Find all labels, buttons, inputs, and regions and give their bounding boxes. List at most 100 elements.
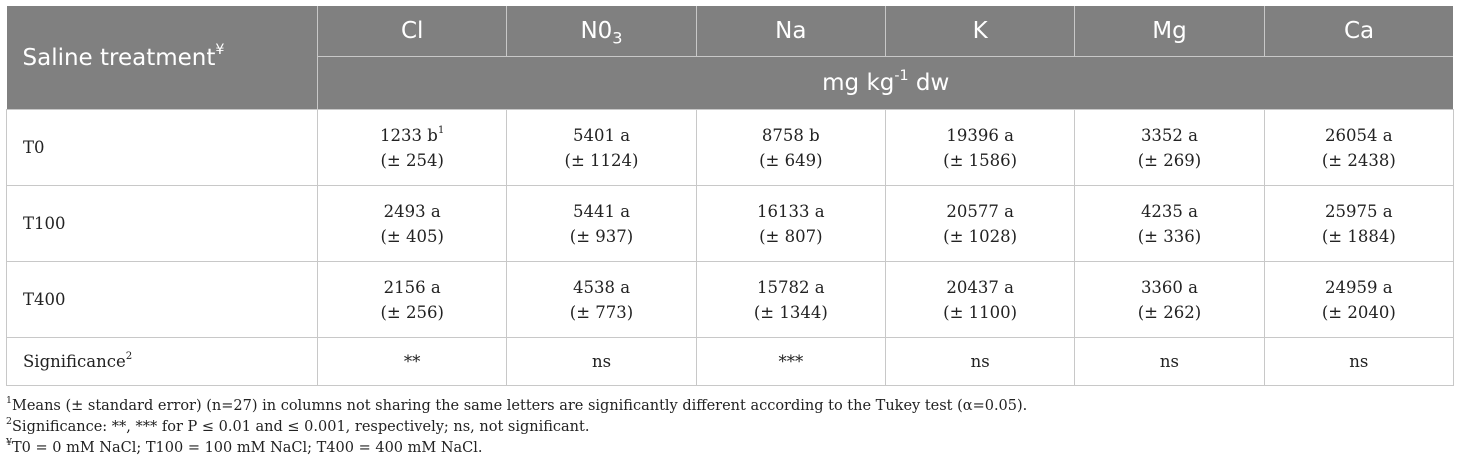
standard-error: (± 1100) — [943, 302, 1018, 322]
column-header-mg: Mg — [1074, 6, 1265, 57]
unit-suffix: dw — [908, 69, 950, 96]
significance-value: ns — [506, 337, 697, 386]
standard-error: (± 254) — [380, 150, 444, 170]
standard-error: (± 2438) — [1321, 150, 1396, 170]
table-row: T400 2156 a (± 256) 4538 a (± 773) 15782 a (± … — [6, 261, 1454, 338]
mean-value: 1233 b — [380, 125, 438, 145]
row-header-cell: Saline treatment¥ — [6, 6, 318, 110]
standard-error: (± 1884) — [1321, 226, 1396, 246]
table-header: Saline treatment¥ Cl N03 Na K Mg Ca mg k… — [6, 6, 1454, 110]
table-cell: 20577 a (± 1028) — [884, 185, 1076, 262]
table-cell: 3352 a (± 269) — [1074, 109, 1265, 186]
standard-error: (± 262) — [1137, 302, 1202, 322]
mean-value: 2493 a — [383, 201, 441, 221]
column-header-cl: Cl — [317, 6, 508, 57]
standard-error: (± 256) — [380, 302, 444, 322]
standard-error: (± 336) — [1137, 226, 1202, 246]
significance-value: *** — [695, 337, 886, 386]
significance-value: ** — [316, 337, 508, 386]
column-header-label: Cl — [400, 17, 424, 44]
table-cell: 4235 a (± 336) — [1074, 185, 1265, 262]
footnote: 1Means (± standard error) (n=27) in colu… — [6, 396, 1453, 417]
column-header-na: Na — [696, 6, 886, 57]
significance-value: ns — [1263, 337, 1454, 386]
mean-value: 16133 a — [757, 201, 825, 221]
mean-value: 25975 a — [1325, 201, 1393, 221]
row-label: T100 — [6, 185, 318, 262]
table-cell: 5441 a (± 937) — [506, 185, 697, 262]
table-cell: 2493 a (± 405) — [316, 185, 508, 262]
mean-value: 3352 a — [1140, 125, 1199, 145]
footnote-text: Means (± standard error) (n=27) in colum… — [12, 398, 1028, 414]
mean-value: 2156 a — [383, 277, 441, 297]
standard-error: (± 1344) — [753, 302, 828, 322]
column-header-k: K — [885, 6, 1076, 57]
mean-value: 3360 a — [1140, 277, 1199, 297]
table-cell: 4538 a (± 773) — [506, 261, 697, 338]
table-row: T100 2493 a (± 405) 5441 a (± 937) 16133 a (± … — [6, 185, 1454, 262]
table-cell: 25975 a (± 1884) — [1263, 185, 1454, 262]
standard-error: (± 269) — [1137, 150, 1202, 170]
standard-error: (± 2040) — [1321, 302, 1396, 322]
table-cell: 2156 a (± 256) — [316, 261, 508, 338]
table-cell: 16133 a (± 807) — [695, 185, 886, 262]
table-cell: 15782 a (± 1344) — [695, 261, 886, 338]
mean-value: 15782 a — [757, 277, 825, 297]
table-cell: 26054 a (± 2438) — [1263, 109, 1454, 186]
table-footnotes: 1Means (± standard error) (n=27) in colu… — [6, 396, 1453, 459]
footnote: ¥T0 = 0 mM NaCl; T100 = 100 mM NaCl; T40… — [6, 438, 1453, 459]
row-label: T400 — [6, 261, 318, 338]
mean-value: 4538 a — [572, 277, 631, 297]
column-header-label: Ca — [1343, 17, 1375, 44]
footnote-mark: 2 — [125, 351, 133, 363]
mean-value: 5441 a — [572, 201, 631, 221]
mean-value: 8758 b — [761, 125, 820, 145]
mean-value: 20437 a — [946, 277, 1014, 297]
significance-label-cell: Significance2 — [6, 337, 318, 386]
table-cell: 24959 a (± 2040) — [1263, 261, 1454, 338]
footnote-text: Significance: **, *** for P ≤ 0.01 and ≤… — [12, 419, 590, 435]
table-cell: 3360 a (± 262) — [1074, 261, 1265, 338]
ion-concentration-table: Saline treatment¥ Cl N03 Na K Mg Ca mg k… — [6, 6, 1454, 386]
standard-error: (± 1028) — [943, 226, 1018, 246]
mean-value: 4235 a — [1140, 201, 1199, 221]
standard-error: (± 807) — [759, 226, 823, 246]
footnote-mark: 1 — [437, 124, 445, 136]
table-cell: 19396 a (± 1586) — [884, 109, 1076, 186]
unit-text: mg kg — [822, 69, 895, 96]
footnote-text: T0 = 0 mM NaCl; T100 = 100 mM NaCl; T400… — [12, 440, 483, 456]
standard-error: (± 405) — [380, 226, 444, 246]
table-cell: 5401 a (± 1124) — [506, 109, 697, 186]
footnote-marker: 1 — [6, 395, 12, 407]
significance-value: ns — [1074, 337, 1265, 386]
standard-error: (± 773) — [569, 302, 634, 322]
table-cell: 20437 a (± 1100) — [884, 261, 1076, 338]
column-header-subscript: 3 — [612, 28, 623, 48]
footnote-marker: 2 — [6, 416, 12, 428]
unit-header: mg kg-1 dw — [317, 56, 1454, 110]
mean-value: 19396 a — [946, 125, 1014, 145]
data-table-container: Saline treatment¥ Cl N03 Na K Mg Ca mg k… — [6, 6, 1454, 459]
footnote: 2Significance: **, *** for P ≤ 0.01 and … — [6, 417, 1453, 438]
row-header-mark: ¥ — [215, 42, 225, 59]
mean-value: 20577 a — [946, 201, 1014, 221]
significance-row: Significance2 ** ns *** ns ns ns — [6, 337, 1454, 386]
table-row: T0 1233 b1 (± 254) 5401 a (± 1124) 8758 b (± 6… — [6, 109, 1454, 186]
column-header-label: N0 — [580, 17, 613, 44]
column-header-label: Na — [775, 17, 807, 44]
mean-value: 5401 a — [572, 125, 631, 145]
mean-value: 26054 a — [1325, 125, 1393, 145]
footnote-marker: ¥ — [6, 437, 12, 449]
significance-label: Significance — [23, 352, 126, 371]
standard-error: (± 1586) — [943, 150, 1018, 170]
table-cell: 8758 b (± 649) — [695, 109, 886, 186]
row-label: T0 — [6, 109, 318, 186]
column-header-no3: N03 — [506, 6, 697, 57]
column-header-ca: Ca — [1264, 6, 1454, 57]
column-header-label: Mg — [1152, 17, 1187, 44]
unit-exponent: -1 — [894, 67, 909, 84]
column-header-label: K — [972, 17, 988, 44]
standard-error: (± 1124) — [564, 150, 639, 170]
significance-value: ns — [884, 337, 1076, 386]
table-cell: 1233 b1 (± 254) — [316, 109, 508, 186]
